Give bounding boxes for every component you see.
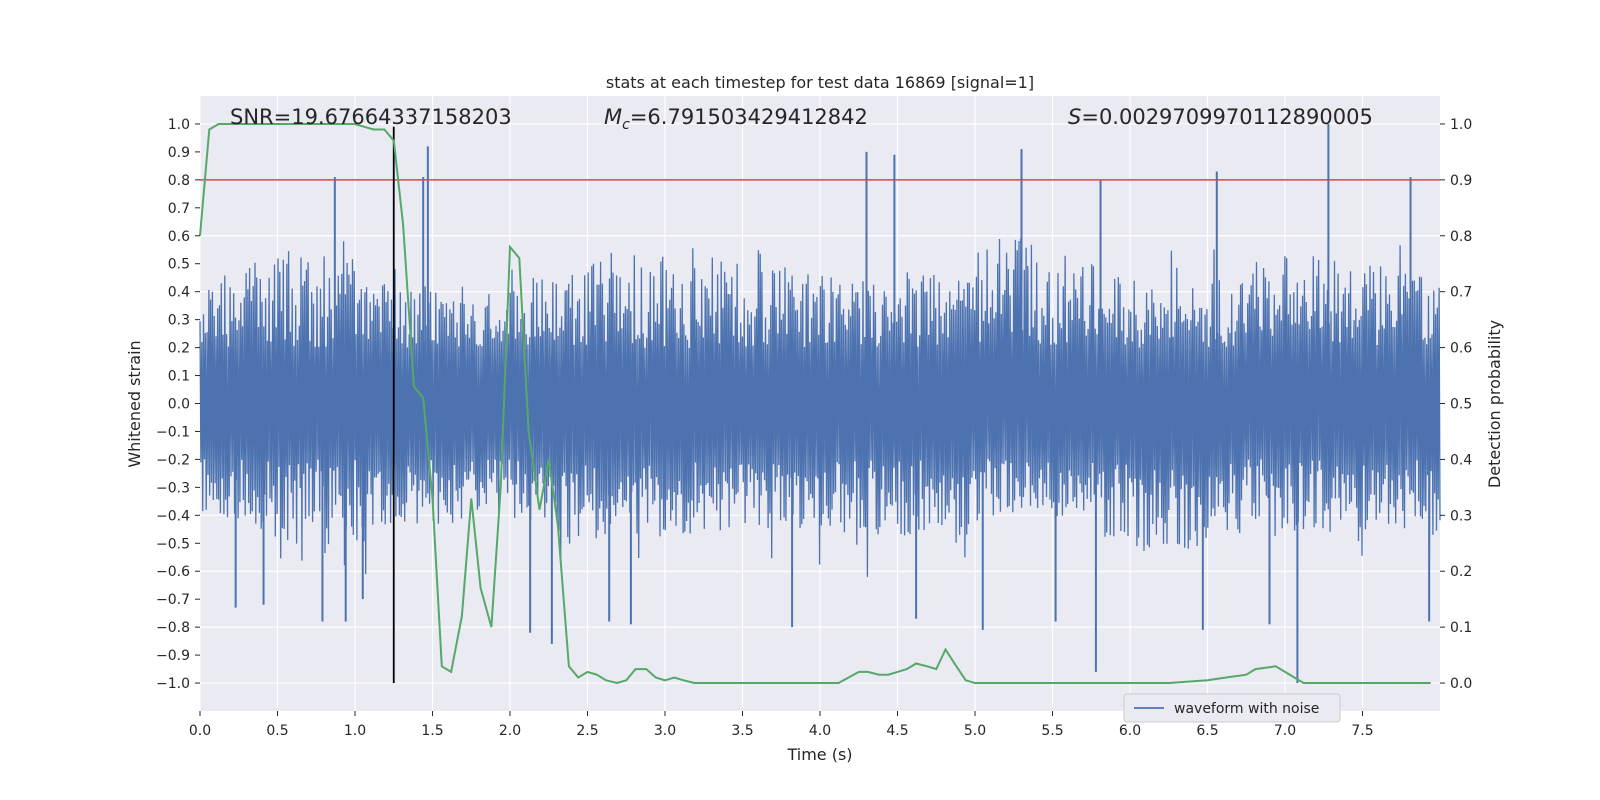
y-tick-label: 0.6 [168,229,190,245]
chirp-mass-value: =6.791503429412842 [630,105,868,129]
y2-tick-label: 0.5 [1450,397,1472,413]
x-tick-label: 3.5 [731,723,753,739]
y-tick-label: 0.2 [168,341,190,357]
chirp-mass-symbol: M [604,105,622,129]
x-axis-label: Time (s) [786,745,852,764]
x-tick-label: 0.5 [266,723,288,739]
y-tick-label: −0.6 [156,564,190,580]
y2-tick-label: 0.3 [1450,508,1472,524]
y-tick-label: 0.7 [168,201,190,217]
waveform-series [199,123,1441,684]
y-axis-label: Whitened strain [125,340,144,467]
legend-box [1123,693,1341,723]
chirp-mass-subscript: c [622,117,630,133]
x-tick-label: 7.0 [1274,723,1296,739]
x-tick-label: 5.0 [964,723,986,739]
y-tick-label: −0.9 [156,648,190,664]
y-tick-label: 0.9 [168,145,190,161]
y2-tick-label: 0.4 [1450,452,1472,468]
waveform-line [199,238,1441,577]
y2-tick-label: 0.1 [1450,620,1472,636]
y-tick-label: 0.1 [168,369,190,385]
s-value: =0.0029709970112890005 [1081,105,1373,129]
y-tick-label: 0.0 [168,397,190,413]
y-tick-label: 0.5 [168,257,190,273]
chart-title: stats at each timestep for test data 168… [606,73,1034,92]
x-tick-label: 1.0 [344,723,366,739]
y-tick-label: −1.0 [156,676,190,692]
y2-tick-label: 1.0 [1450,117,1472,133]
legend: waveform with noise [1123,693,1341,723]
x-tick-label: 2.5 [576,723,598,739]
x-tick-label: 4.5 [886,723,908,739]
y-tick-label: −0.1 [156,424,190,440]
y2-axis-label: Detection probability [1485,320,1504,488]
x-tick-label: 5.5 [1041,723,1063,739]
x-tick-label: 2.0 [499,723,521,739]
probability-series [199,123,1431,685]
y2-tick-label: 0.7 [1450,285,1472,301]
x-tick-label: 6.0 [1119,723,1141,739]
y2-tick-label: 0.2 [1450,564,1472,580]
y2-tick-label: 0.9 [1450,173,1472,189]
x-tick-label: 0.0 [189,723,211,739]
x-tick-label: 6.5 [1196,723,1218,739]
probability-line [199,123,1431,685]
chirp-mass-annotation: Mc=6.791503429412842 [604,105,868,133]
y2-tick-label: 0.6 [1450,341,1472,357]
y-tick-label: −0.2 [156,452,190,468]
y-tick-label: 0.3 [168,313,190,329]
x-tick-label: 4.0 [809,723,831,739]
x-tick-label: 3.0 [654,723,676,739]
y-tick-label: −0.4 [156,508,190,524]
x-tick-label: 7.5 [1351,723,1373,739]
y-tick-label: −0.3 [156,480,190,496]
y2-tick-label: 0.0 [1450,676,1472,692]
y-tick-label: −0.5 [156,536,190,552]
axes: 0.0 0.5 1.0 1.5 2.0 2.5 3.0 3.5 4.0 4.5 5.0 5.5 6.0 6… [156,117,1472,739]
y-tick-label: 0.4 [168,285,190,301]
s-symbol: S [1068,105,1081,129]
legend-label: waveform with noise [1174,701,1319,717]
y2-tick-label: 0.8 [1450,229,1472,245]
y-tick-label: 0.8 [168,173,190,189]
y-tick-label: 1.0 [168,117,190,133]
snr-annotation: SNR=19.67664337158203 [230,105,512,129]
y-tick-label: −0.8 [156,620,190,636]
y-tick-label: −0.7 [156,592,190,608]
s-annotation: S=0.0029709970112890005 [1068,105,1373,129]
x-tick-label: 1.5 [421,723,443,739]
